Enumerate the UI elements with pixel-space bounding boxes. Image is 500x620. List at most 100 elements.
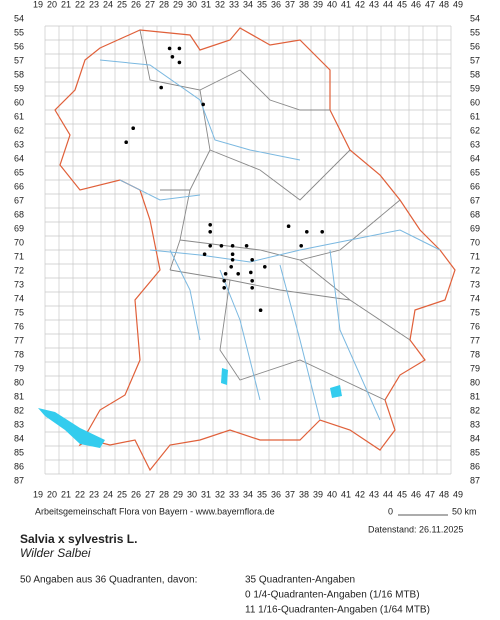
x-label-top: 46 [411,0,421,9]
y-label-right: 74 [470,293,480,303]
y-label-right: 69 [470,223,480,233]
record-point [177,46,182,51]
x-label-bottom: 29 [173,489,183,499]
x-label-top: 29 [173,0,183,9]
y-label-right: 63 [470,139,480,149]
credit: Arbeitsgemeinschaft Flora von Bayern - w… [35,506,275,516]
x-label-top: 22 [75,0,85,9]
y-label-left: 77 [14,335,24,345]
x-label-bottom: 22 [75,489,85,499]
y-label-left: 87 [14,475,24,485]
y-label-right: 76 [470,321,480,331]
x-label-top: 37 [285,0,295,9]
scientific-name: Salvia x sylvestris L. [20,532,137,546]
record-point [229,265,233,269]
summary-line: 0 1/4-Quadranten-Angaben (1/16 MTB) [245,590,420,601]
record-point [222,286,226,290]
record-point [208,244,212,248]
x-label-bottom: 36 [271,489,281,499]
record-point [124,140,128,144]
y-label-right: 81 [470,391,480,401]
x-label-bottom: 20 [47,489,57,499]
y-label-right: 82 [470,405,480,415]
rivers [99,59,441,421]
y-label-left: 54 [14,13,24,23]
y-label-left: 64 [14,153,24,163]
x-label-top: 48 [439,0,449,9]
x-label-bottom: 43 [369,489,379,499]
record-point [208,223,212,227]
record-point [236,272,240,276]
x-label-top: 27 [145,0,155,9]
record-point [170,55,175,59]
y-label-left: 82 [14,405,24,415]
x-label-top: 20 [47,0,57,9]
x-label-bottom: 19 [33,489,43,499]
y-label-right: 71 [470,251,480,261]
x-label-top: 39 [313,0,323,9]
record-point [177,60,182,65]
record-point [208,230,212,234]
y-label-left: 72 [14,265,24,275]
y-label-left: 71 [14,251,24,261]
x-label-bottom: 28 [159,489,169,499]
y-label-right: 60 [470,97,480,107]
common-name: Wilder Salbei [20,546,91,560]
x-label-top: 33 [229,0,239,9]
x-label-bottom: 37 [285,489,295,499]
x-label-bottom: 44 [383,489,393,499]
x-label-top: 26 [131,0,141,9]
y-label-right: 84 [470,433,480,443]
x-label-bottom: 38 [299,489,309,499]
record-point [230,258,235,262]
x-label-bottom: 41 [341,489,351,499]
x-label-bottom: 24 [103,489,113,499]
record-point [305,230,309,234]
y-label-right: 59 [470,83,480,93]
y-label-left: 78 [14,349,24,359]
record-point [223,272,228,276]
lake [221,368,228,385]
y-label-right: 79 [470,363,480,373]
x-label-bottom: 31 [201,489,211,499]
y-label-left: 62 [14,125,24,135]
x-label-bottom: 27 [145,489,155,499]
y-label-right: 65 [470,167,480,177]
y-label-right: 85 [470,447,480,457]
summary-line: 11 1/16-Quadranten-Angaben (1/64 MTB) [245,605,430,616]
record-point [201,102,205,107]
record-point [249,270,253,275]
date: Datenstand: 26.11.2025 [368,524,463,534]
y-label-left: 79 [14,363,24,373]
y-label-right: 72 [470,265,480,275]
y-label-left: 70 [14,237,24,247]
x-label-top: 45 [397,0,407,9]
x-label-bottom: 45 [397,489,407,499]
y-label-right: 80 [470,377,480,387]
points [124,46,325,313]
x-label-bottom: 23 [89,489,99,499]
record-point [250,279,254,283]
y-label-right: 62 [470,125,480,135]
y-label-right: 66 [470,181,480,191]
y-label-left: 69 [14,223,24,233]
district-borders [139,29,411,401]
y-label-left: 61 [14,111,24,121]
y-label-left: 59 [14,83,24,93]
y-label-left: 56 [14,41,24,51]
record-point [222,279,226,283]
lake [38,408,105,448]
y-label-left: 65 [14,167,24,177]
y-label-left: 66 [14,181,24,191]
y-label-left: 86 [14,461,24,471]
x-label-top: 19 [33,0,43,9]
x-label-bottom: 30 [187,489,197,499]
y-label-left: 63 [14,139,24,149]
x-label-bottom: 48 [439,489,449,499]
y-label-right: 68 [470,209,480,219]
record-point [230,244,235,248]
x-label-top: 43 [369,0,379,9]
record-point [320,230,325,234]
x-label-bottom: 33 [229,489,239,499]
